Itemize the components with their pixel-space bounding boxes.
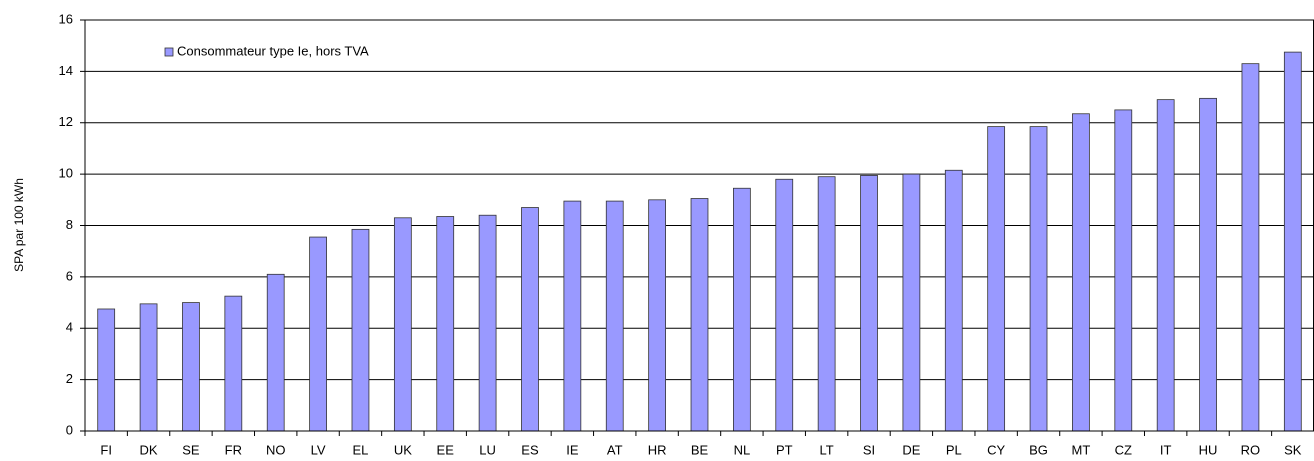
x-tick-label: EL xyxy=(353,442,369,457)
bar xyxy=(987,126,1006,432)
x-tick-label: NL xyxy=(734,442,751,457)
x-tick-label: FR xyxy=(225,442,242,457)
x-tick-label: EE xyxy=(437,442,455,457)
x-tick-label: RO xyxy=(1241,442,1261,457)
y-tick-label: 0 xyxy=(66,422,73,437)
x-tick-label: IT xyxy=(1160,442,1172,457)
y-tick-label: 12 xyxy=(59,114,73,129)
x-tick-label: NO xyxy=(266,442,286,457)
y-tick-label: 14 xyxy=(59,63,73,78)
bar xyxy=(436,216,455,432)
bar xyxy=(775,178,794,432)
bar xyxy=(902,173,921,432)
bar xyxy=(1283,51,1302,432)
bar xyxy=(266,273,285,432)
y-tick-label: 16 xyxy=(59,11,73,26)
x-tick-label: DK xyxy=(140,442,158,457)
y-tick-label: 8 xyxy=(66,217,73,232)
x-tick-label: CZ xyxy=(1115,442,1132,457)
x-tick-label: BG xyxy=(1029,442,1048,457)
bar xyxy=(1072,113,1090,432)
bar xyxy=(860,175,878,432)
bar xyxy=(393,217,412,432)
y-tick-label: 2 xyxy=(66,371,73,386)
bar xyxy=(1199,97,1217,432)
bar xyxy=(97,308,116,432)
x-tick-label: SK xyxy=(1284,442,1302,457)
bar xyxy=(563,200,582,432)
x-tick-label: FI xyxy=(100,442,112,457)
x-tick-label: SI xyxy=(863,442,875,457)
bar xyxy=(1241,63,1260,432)
x-tick-label: LU xyxy=(479,442,496,457)
y-axis-label: SPA par 100 kWh xyxy=(12,178,26,272)
bar xyxy=(817,176,836,432)
bar xyxy=(648,199,666,432)
x-tick-label: LT xyxy=(820,442,834,457)
legend-swatch xyxy=(164,47,174,57)
bar xyxy=(1156,99,1175,432)
x-tick-label: LV xyxy=(311,442,326,457)
x-tick-label: AT xyxy=(607,442,623,457)
x-tick-label: IE xyxy=(566,442,579,457)
bar xyxy=(521,207,539,432)
x-tick-label: MT xyxy=(1072,442,1091,457)
bar xyxy=(605,200,624,432)
bar xyxy=(182,302,200,432)
y-tick-label: 6 xyxy=(66,268,73,283)
x-tick-label: CY xyxy=(987,442,1005,457)
bar xyxy=(944,169,963,432)
legend-label: Consommateur type Ie, hors TVA xyxy=(177,43,369,58)
x-tick-label: SE xyxy=(182,442,200,457)
x-tick-label: BE xyxy=(691,442,709,457)
x-tick-label: HR xyxy=(648,442,667,457)
bar xyxy=(478,214,497,432)
x-tick-label: ES xyxy=(521,442,539,457)
bar xyxy=(1029,126,1048,432)
bar xyxy=(733,187,751,432)
y-tick-label: 10 xyxy=(59,166,73,181)
bar xyxy=(139,303,158,432)
x-tick-label: PT xyxy=(776,442,793,457)
bar xyxy=(1114,109,1133,432)
bar xyxy=(351,228,370,432)
x-tick-label: DE xyxy=(902,442,920,457)
x-tick-label: UK xyxy=(394,442,412,457)
bar xyxy=(224,295,243,432)
x-tick-label: PL xyxy=(946,442,962,457)
bar xyxy=(309,236,327,432)
bar xyxy=(690,198,709,432)
x-tick-label: HU xyxy=(1199,442,1218,457)
y-tick-label: 4 xyxy=(66,320,73,335)
